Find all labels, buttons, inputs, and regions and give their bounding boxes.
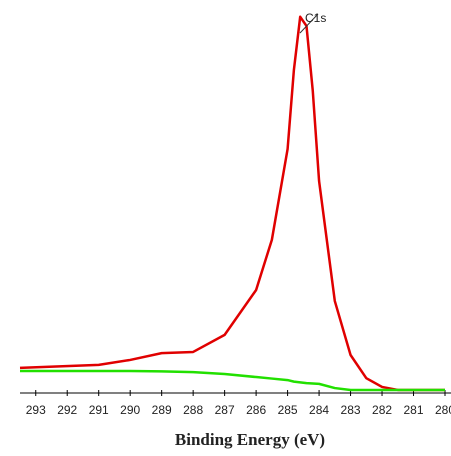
x-axis-label: Binding Energy (eV) [175, 430, 325, 449]
annotation-stroke [299, 13, 319, 34]
series-line [19, 15, 445, 392]
x-tick-label: 291 [89, 403, 109, 417]
x-tick-label: 289 [152, 403, 172, 417]
x-tick-label: 283 [341, 403, 361, 417]
annotation: C1s [305, 11, 326, 25]
x-tick-label: 285 [278, 403, 298, 417]
x-tick-label: 286 [246, 403, 266, 417]
x-tick-label: 282 [372, 403, 392, 417]
x-tick-label: 280 [435, 403, 451, 417]
x-tick-label: 293 [26, 403, 46, 417]
series-line [20, 369, 445, 392]
x-tick-label: 292 [57, 403, 77, 417]
x-tick-label: 288 [183, 403, 203, 417]
x-tick-label: 281 [404, 403, 424, 417]
x-tick-label: 287 [215, 403, 235, 417]
x-tick-label: 290 [120, 403, 140, 417]
x-tick-label: 284 [309, 403, 329, 417]
